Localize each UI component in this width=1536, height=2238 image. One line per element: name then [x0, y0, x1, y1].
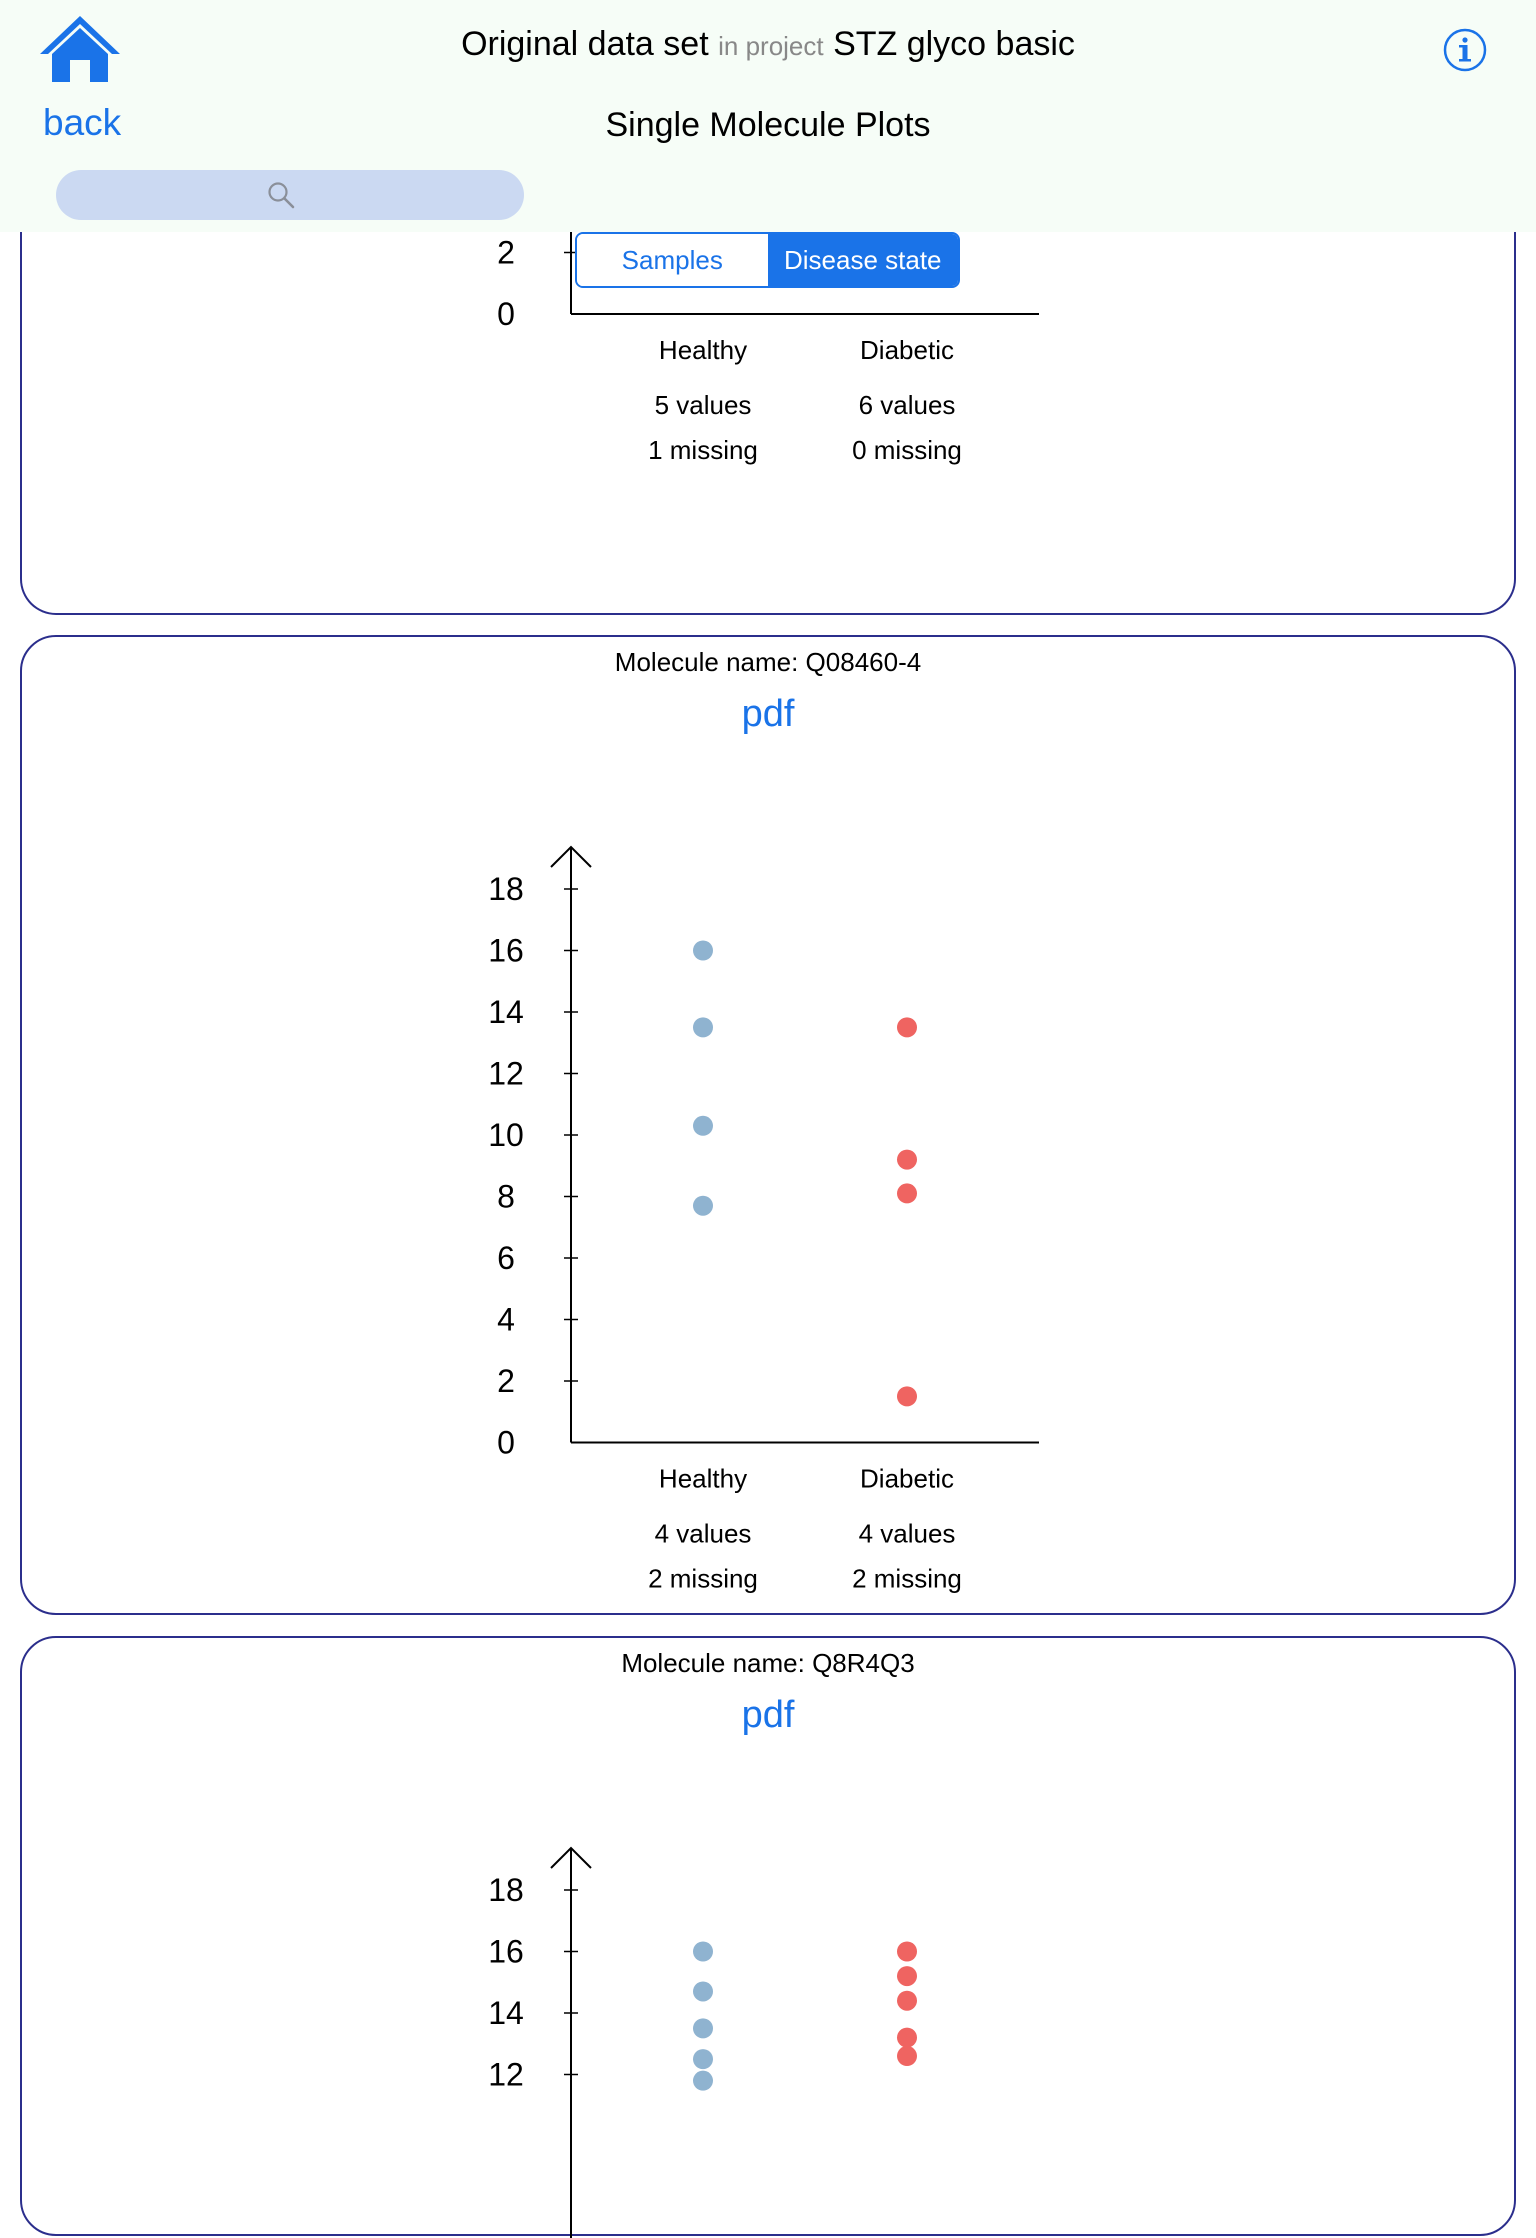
dataset-title: Original data set — [461, 25, 709, 63]
molecule-card: Molecule name: Q8R4Q3 pdf 12 14 16 18 — [20, 1636, 1516, 2238]
dot-plot: 0 2 4 6 8 10 12 14 16 18 Healthy 4 values 2 missing D… — [488, 845, 1039, 1594]
category-label: Diabetic — [860, 1464, 954, 1494]
category-label: Diabetic — [860, 335, 954, 365]
healthy-data-point — [693, 1017, 713, 1038]
healthy-data-point — [693, 1981, 713, 2002]
healthy-data-point — [693, 2018, 713, 2039]
group-by-segmented-control: Samples Disease state — [575, 232, 960, 288]
diabetic-data-point — [897, 1941, 917, 1962]
y-tick-label: 0 — [497, 296, 515, 332]
molecule-name-label: Molecule name: Q08460-4 — [614, 647, 922, 677]
y-tick-label: 18 — [488, 1872, 524, 1908]
healthy-data-point — [693, 2070, 713, 2091]
value-count-label: 1 missing — [648, 435, 758, 465]
diabetic-data-point — [897, 2046, 917, 2067]
y-tick-label: 14 — [488, 1995, 524, 2031]
value-count-label: 2 missing — [852, 1564, 962, 1594]
category-label: Healthy — [659, 335, 747, 365]
pdf-link[interactable]: pdf — [741, 1694, 795, 1736]
y-tick-label: 0 — [497, 1425, 515, 1461]
value-count-label: 0 missing — [852, 435, 962, 465]
diabetic-data-point — [897, 2027, 917, 2048]
back-button[interactable]: back — [43, 102, 122, 143]
y-tick-label: 18 — [488, 871, 524, 907]
y-tick-label: 8 — [497, 1179, 515, 1215]
project-name: STZ glyco basic — [833, 25, 1075, 63]
diabetic-data-point — [897, 1386, 917, 1407]
dot-plot: 0 2 Healthy 5 values 1 missing Diabetic 6 valu… — [497, 222, 1039, 465]
y-tick-label: 14 — [488, 994, 524, 1030]
segment-samples[interactable]: Samples — [577, 234, 768, 286]
healthy-data-point — [693, 1195, 713, 1216]
diabetic-data-point — [897, 1017, 917, 1038]
navigation-header: back Original data set in project STZ gl… — [0, 0, 1536, 232]
y-tick-label: 2 — [497, 235, 515, 271]
search-input[interactable] — [56, 170, 524, 220]
value-count-label: 4 values — [655, 1519, 752, 1549]
category-label: Healthy — [659, 1464, 747, 1494]
info-icon[interactable] — [1443, 28, 1487, 72]
y-tick-label: 16 — [488, 1934, 524, 1970]
y-tick-label: 2 — [497, 1363, 515, 1399]
molecule-card: Molecule name: Q08460-4 pdf 0 2 4 6 8 10 12 14 1… — [20, 635, 1516, 1615]
segment-disease-state[interactable]: Disease state — [767, 234, 958, 286]
diabetic-data-point — [897, 1990, 917, 2011]
healthy-data-point — [693, 2049, 713, 2070]
y-axis-arrow — [550, 845, 592, 868]
molecule-card: 0 2 Healthy 5 values 1 missing Diabetic 6 valu… — [20, 222, 1516, 615]
diabetic-data-point — [897, 1183, 917, 1204]
y-tick-label: 10 — [488, 1117, 524, 1153]
search-icon — [268, 182, 295, 209]
value-count-label: 5 values — [655, 390, 752, 420]
page-subtitle: Single Molecule Plots — [605, 106, 931, 144]
home-icon[interactable] — [38, 14, 122, 84]
pdf-link[interactable]: pdf — [741, 693, 795, 735]
healthy-data-point — [693, 1115, 713, 1136]
diabetic-data-point — [897, 1149, 917, 1170]
y-tick-label: 6 — [497, 1240, 515, 1276]
healthy-data-point — [693, 940, 713, 961]
dot-plot: 12 14 16 18 — [488, 1846, 917, 2238]
y-tick-label: 4 — [497, 1302, 515, 1338]
page-title: Original data set in project STZ glyco b… — [0, 25, 1536, 64]
value-count-label: 2 missing — [648, 1564, 758, 1594]
healthy-data-point — [693, 1941, 713, 1962]
value-count-label: 4 values — [859, 1519, 956, 1549]
title-connector: in project — [718, 31, 824, 61]
diabetic-data-point — [897, 1966, 917, 1987]
y-tick-label: 12 — [488, 1056, 524, 1092]
y-tick-label: 16 — [488, 933, 524, 969]
molecule-name-label: Molecule name: Q8R4Q3 — [621, 1648, 915, 1678]
y-tick-label: 12 — [488, 2057, 524, 2093]
y-axis-arrow — [550, 1846, 592, 1869]
value-count-label: 6 values — [859, 390, 956, 420]
